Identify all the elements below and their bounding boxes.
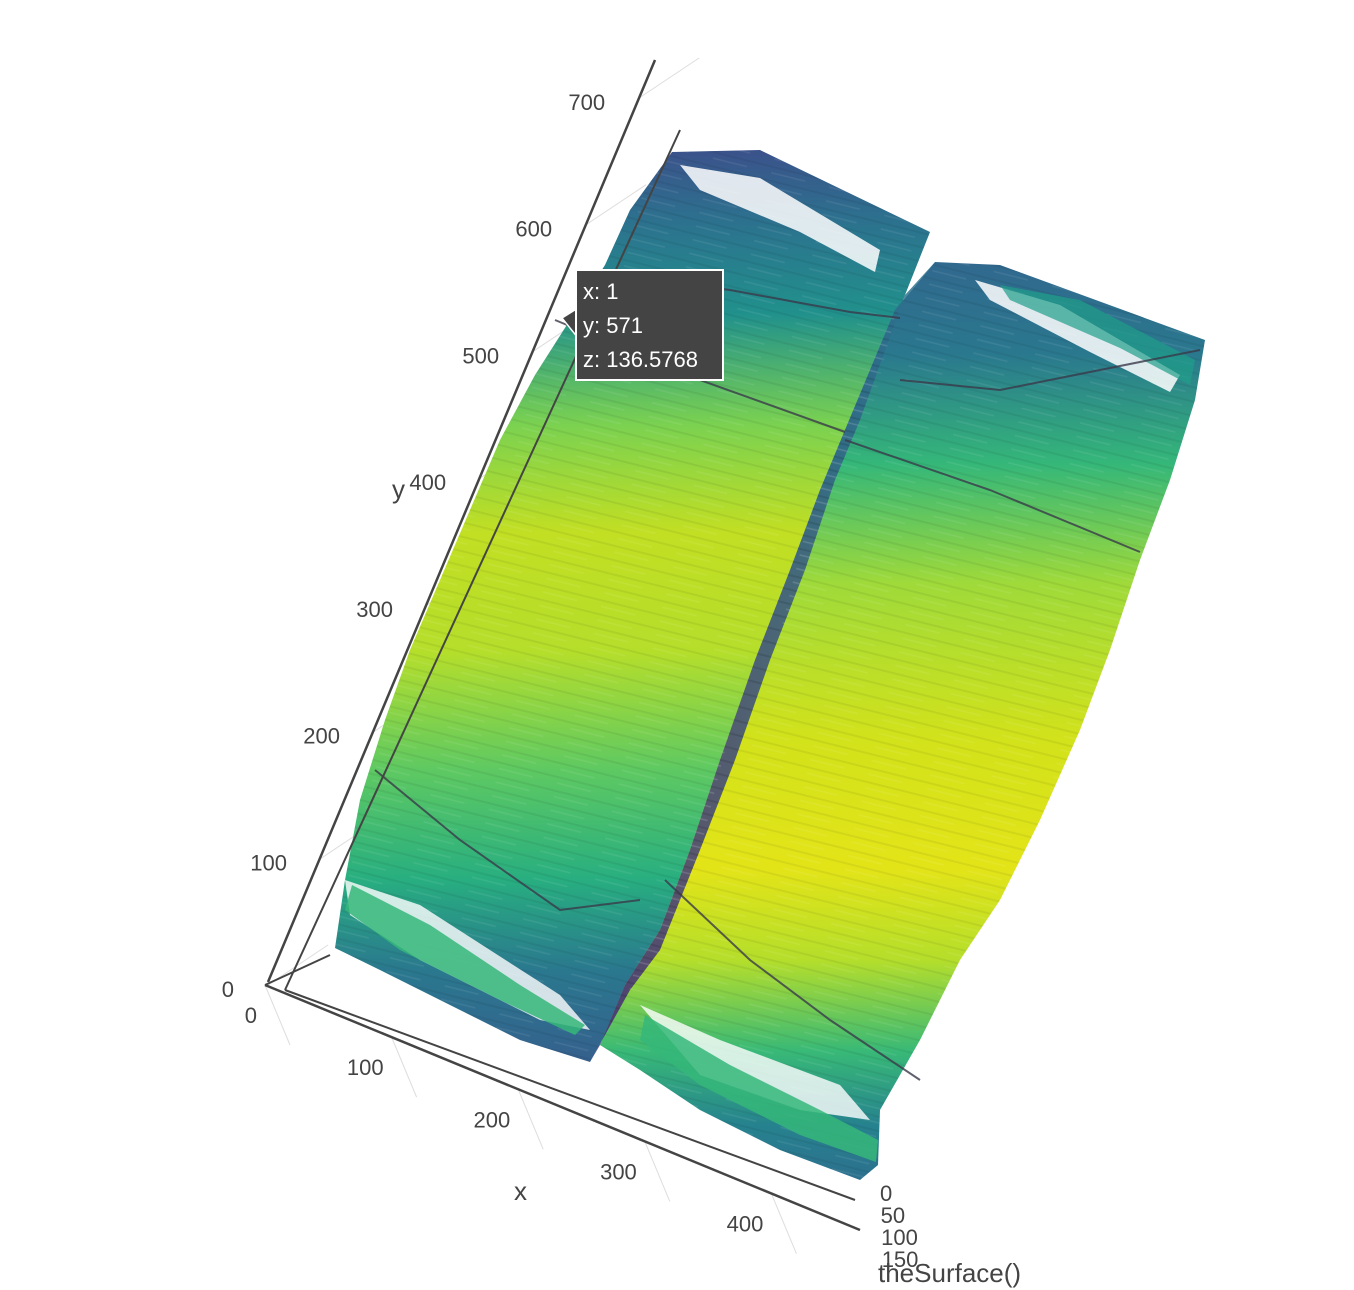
z-axis-title: theSurface() (878, 1258, 1021, 1288)
x-axis-line (264, 983, 861, 1232)
x-tick-label: 400 (727, 1212, 764, 1237)
y-tick-label: 300 (356, 597, 393, 622)
raised-ridge-bottom-left (345, 885, 585, 1035)
x-gridline (770, 1193, 797, 1254)
missing-data-bottom-right (640, 1005, 870, 1120)
x-tick-label: 100 (347, 1055, 384, 1080)
x-gridline (644, 1141, 671, 1202)
y-gridline (585, 184, 647, 226)
x-tick-label: 300 (600, 1159, 637, 1184)
contour-line-lower-left (374, 769, 641, 912)
x-tick-label: 0 (245, 1003, 257, 1028)
left-panel-texture (335, 150, 930, 1062)
y-gridline (638, 57, 700, 99)
y-tick-label: 600 (515, 217, 552, 242)
y-axis-line (266, 59, 657, 983)
y-tick-label: 700 (568, 90, 605, 115)
hover-x-value: x: 1 (583, 279, 618, 304)
z-axis-base (264, 954, 331, 986)
contour-line-mid-right (844, 439, 1141, 553)
z-tick-label: 150 (882, 1247, 919, 1272)
z-tick-label: 0 (880, 1181, 892, 1206)
x-axis-line-back (284, 989, 856, 1201)
y-tick-label: 0 (222, 977, 234, 1002)
hover-y-value: y: 571 (583, 313, 643, 338)
y-tick-label: 200 (303, 724, 340, 749)
hover-z-value: z: 136.5768 (583, 347, 698, 372)
surface-layer (335, 150, 1205, 1180)
contour-line-lower-right (664, 879, 921, 1081)
x-gridline (264, 984, 291, 1046)
raised-ridge-bottom-right (640, 1015, 878, 1162)
y-tick-label: 400 (409, 470, 446, 495)
x-ticks: 0 100 200 300 400 (245, 1003, 764, 1237)
x-gridline (391, 1036, 418, 1098)
y-tick-label: 100 (250, 850, 287, 875)
missing-data-top-left (680, 165, 880, 272)
x-axis-title: x (514, 1176, 527, 1206)
contour-line-upper-right (899, 349, 1201, 392)
x-tick-label: 200 (473, 1107, 510, 1132)
hover-box (575, 269, 724, 381)
z-tick-label: 50 (881, 1203, 905, 1228)
x-gridline (517, 1089, 544, 1150)
y-ticks: 0 100 200 300 400 500 600 700 (222, 90, 605, 1002)
right-panel-texture (600, 262, 1205, 1180)
hover-tooltip: x: 1 y: 571 z: 136.5768 (560, 269, 724, 381)
z-tick-label: 100 (881, 1225, 918, 1250)
y-tick-label: 500 (462, 343, 499, 368)
y-axis-title: y (392, 474, 405, 504)
